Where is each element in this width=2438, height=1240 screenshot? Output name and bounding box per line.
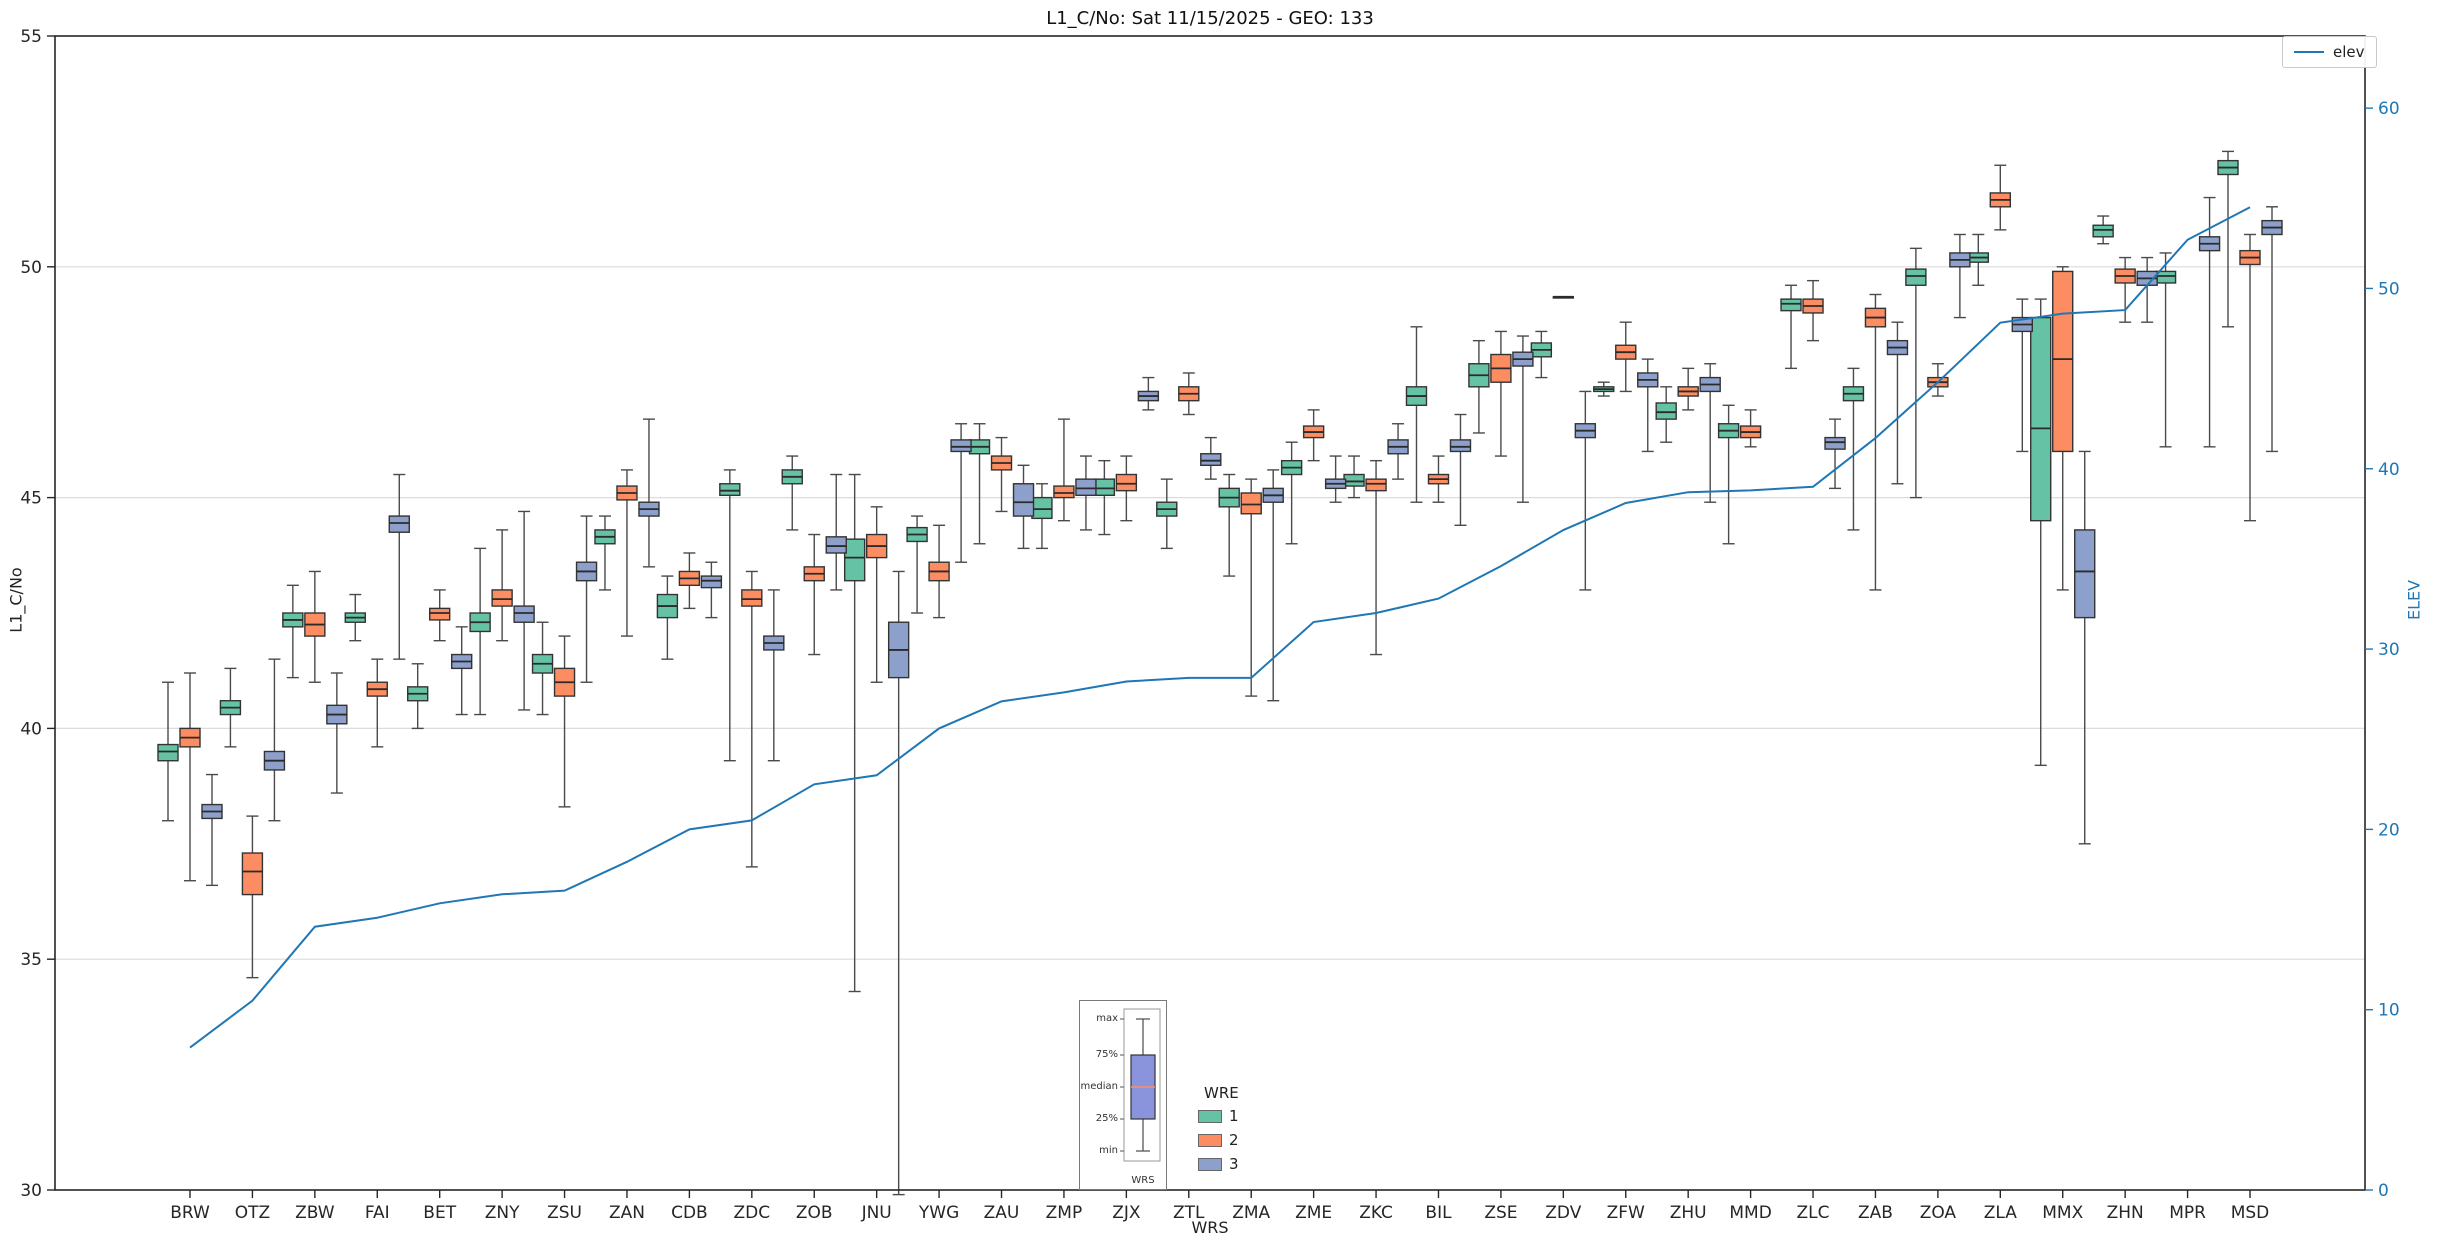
svg-text:35: 35 — [20, 950, 42, 970]
svg-text:FAI: FAI — [365, 1203, 390, 1223]
svg-text:ZHN: ZHN — [2107, 1203, 2144, 1223]
svg-text:60: 60 — [2378, 99, 2400, 119]
svg-text:ZHU: ZHU — [1670, 1203, 1707, 1223]
box-series-3 — [201, 196, 2283, 1196]
x-axis-ticks: BRW OTZ ZBW FAI BET ZNY ZSU ZAN CDB ZDC ZOB JNU YWG Z… — [170, 1190, 2269, 1223]
svg-text:45: 45 — [20, 489, 42, 509]
explainer-xlabel: WRS — [1131, 1175, 1155, 1186]
svg-text:BET: BET — [423, 1203, 456, 1223]
wre-swatch-3-icon — [1198, 1157, 1222, 1171]
legend-wre-title: WRE — [1204, 1084, 1239, 1102]
svg-text:OTZ: OTZ — [235, 1203, 270, 1223]
svg-text:ZMA: ZMA — [1232, 1203, 1270, 1223]
gridlines — [55, 266, 2365, 960]
svg-text:ZDC: ZDC — [734, 1203, 771, 1223]
svg-text:10: 10 — [2378, 1001, 2400, 1021]
svg-text:BRW: BRW — [170, 1203, 210, 1223]
svg-text:40: 40 — [2378, 460, 2400, 480]
svg-text:50: 50 — [20, 258, 42, 278]
svg-text:JNU: JNU — [861, 1203, 892, 1223]
boxplot-explainer: max 75% median 25% min WRS — [1079, 1000, 1167, 1190]
svg-text:BIL: BIL — [1425, 1203, 1452, 1223]
legend-wre-item: 1 — [1198, 1107, 1239, 1125]
svg-text:ZDV: ZDV — [1545, 1203, 1581, 1223]
svg-text:ZLC: ZLC — [1797, 1203, 1830, 1223]
explainer-label-25: 25% — [1095, 1113, 1118, 1124]
explainer-label-min: min — [1099, 1145, 1118, 1156]
boxplot-explainer-diagram — [1120, 1008, 1161, 1162]
svg-text:ZLA: ZLA — [1984, 1203, 2018, 1223]
y-axis-ticks: 30 35 40 45 50 55 — [20, 27, 55, 1201]
wre-item-label: 3 — [1229, 1155, 1239, 1173]
elev-line — [189, 206, 2251, 1049]
y-axis-label: L1_C/No — [6, 567, 26, 633]
svg-text:ZBW: ZBW — [295, 1203, 335, 1223]
box-series-2 — [179, 164, 2261, 979]
explainer-label-median: median — [1080, 1081, 1119, 1092]
x-axis-label: WRS — [1191, 1218, 1229, 1237]
box-series-1 — [157, 150, 2239, 993]
plot-frame — [54, 35, 2366, 1191]
svg-text:ZFW: ZFW — [1607, 1203, 1645, 1223]
svg-text:YWG: YWG — [918, 1203, 959, 1223]
explainer-label-75: 75% — [1095, 1049, 1118, 1060]
svg-text:ZKC: ZKC — [1359, 1203, 1393, 1223]
svg-text:ZMP: ZMP — [1046, 1203, 1083, 1223]
svg-text:40: 40 — [20, 719, 42, 739]
svg-text:ZSU: ZSU — [547, 1203, 582, 1223]
svg-text:CDB: CDB — [671, 1203, 708, 1223]
svg-text:ZAU: ZAU — [984, 1203, 1020, 1223]
elev-line-sample-icon — [2294, 51, 2324, 53]
svg-text:ZOB: ZOB — [796, 1203, 833, 1223]
y2-axis-label: ELEV — [2404, 579, 2424, 621]
svg-text:MPR: MPR — [2169, 1203, 2206, 1223]
svg-text:20: 20 — [2378, 820, 2400, 840]
legend-elev-label: elev — [2333, 43, 2365, 61]
chart-title: L1_C/No: Sat 11/15/2025 - GEO: 133 — [1046, 8, 1374, 29]
svg-text:MMD: MMD — [1729, 1203, 1771, 1223]
svg-text:55: 55 — [20, 27, 42, 47]
svg-text:ZTL: ZTL — [1173, 1203, 1205, 1223]
wre-item-label: 1 — [1229, 1107, 1239, 1125]
wre-swatch-2-icon — [1198, 1133, 1222, 1147]
svg-text:ZAN: ZAN — [609, 1203, 645, 1223]
svg-text:MMX: MMX — [2042, 1203, 2083, 1223]
legend-wre-item: 3 — [1198, 1155, 1239, 1173]
svg-text:30: 30 — [2378, 640, 2400, 660]
explainer-label-max: max — [1096, 1013, 1118, 1024]
legend-elev: elev — [2282, 36, 2377, 68]
svg-text:ZAB: ZAB — [1858, 1203, 1893, 1223]
svg-text:ZNY: ZNY — [485, 1203, 520, 1223]
wre-item-label: 2 — [1229, 1131, 1239, 1149]
svg-text:MSD: MSD — [2231, 1203, 2270, 1223]
svg-text:0: 0 — [2378, 1181, 2389, 1201]
svg-text:ZJX: ZJX — [1112, 1203, 1141, 1223]
svg-text:ZOA: ZOA — [1920, 1203, 1957, 1223]
y2-axis-ticks: 0 10 20 30 40 50 60 — [2365, 99, 2400, 1201]
svg-text:ZSE: ZSE — [1484, 1203, 1517, 1223]
svg-text:50: 50 — [2378, 279, 2400, 299]
wre-swatch-1-icon — [1198, 1109, 1222, 1123]
svg-text:30: 30 — [20, 1181, 42, 1201]
legend-wre: WRE 1 2 3 — [1198, 1084, 1239, 1179]
legend-wre-item: 2 — [1198, 1131, 1239, 1149]
svg-text:ZME: ZME — [1295, 1203, 1332, 1223]
